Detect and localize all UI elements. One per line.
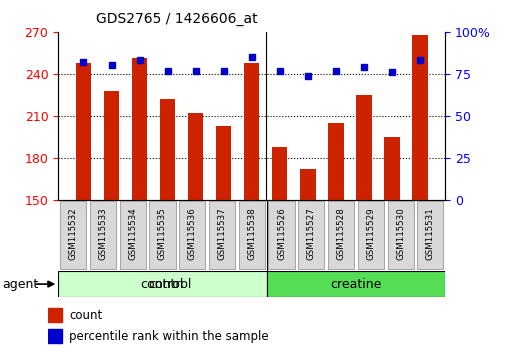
Bar [383,137,399,200]
Text: GSM115537: GSM115537 [217,207,226,261]
Text: agent: agent [3,278,39,291]
FancyBboxPatch shape [119,201,145,269]
FancyBboxPatch shape [149,201,175,269]
Text: GSM115533: GSM115533 [98,207,107,261]
Text: GSM115526: GSM115526 [276,207,285,261]
Text: GSM115535: GSM115535 [158,207,167,261]
Text: GSM115529: GSM115529 [366,208,375,260]
Bar [76,63,91,200]
Bar [216,126,231,200]
Bar [132,58,147,200]
Text: control: control [140,278,184,291]
Bar [272,147,287,200]
Bar [356,95,371,200]
FancyBboxPatch shape [209,201,235,269]
Bar [160,99,175,200]
FancyBboxPatch shape [89,201,116,269]
Text: percentile rank within the sample: percentile rank within the sample [69,330,269,343]
FancyBboxPatch shape [238,201,264,269]
Text: GSM115531: GSM115531 [425,207,434,261]
FancyBboxPatch shape [297,201,324,269]
Text: GDS2765 / 1426606_at: GDS2765 / 1426606_at [96,12,258,27]
Bar [48,329,62,343]
FancyBboxPatch shape [417,201,442,269]
Text: control: control [148,278,191,291]
Bar [58,271,266,297]
FancyBboxPatch shape [327,201,354,269]
Bar [412,35,427,200]
Bar [187,113,203,200]
Bar [243,63,259,200]
FancyBboxPatch shape [268,201,294,269]
Text: creatine: creatine [330,278,381,291]
Bar [266,271,444,297]
Bar [48,308,62,322]
FancyBboxPatch shape [179,201,205,269]
Text: GSM115534: GSM115534 [128,207,137,261]
Text: GSM115532: GSM115532 [69,207,77,261]
Text: GSM115536: GSM115536 [187,207,196,261]
FancyBboxPatch shape [357,201,383,269]
Text: GSM115527: GSM115527 [306,207,315,261]
Text: GSM115538: GSM115538 [247,207,256,261]
Bar [328,123,343,200]
Bar [299,169,315,200]
FancyBboxPatch shape [60,201,86,269]
Text: GSM115530: GSM115530 [395,207,405,261]
Bar [104,91,119,200]
FancyBboxPatch shape [387,201,413,269]
Text: count: count [69,309,103,322]
Text: GSM115528: GSM115528 [336,207,345,261]
